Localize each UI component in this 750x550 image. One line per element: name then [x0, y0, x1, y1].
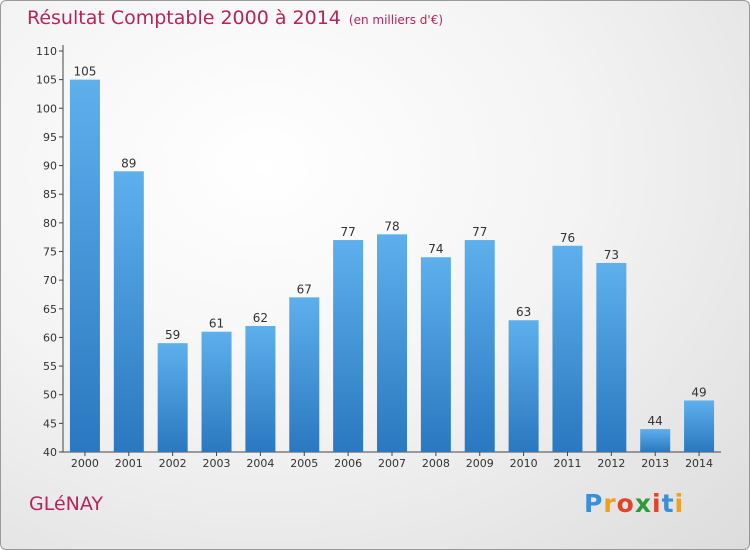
- logo-letter: r: [603, 489, 617, 518]
- y-tick-label: 55: [43, 360, 57, 373]
- x-tick-label-2000: 2000: [71, 457, 99, 470]
- bar-2004: [245, 325, 276, 452]
- x-tick-label-2012: 2012: [597, 457, 625, 470]
- value-label-2001: 89: [121, 156, 136, 170]
- y-tick-label: 60: [43, 331, 57, 344]
- x-tick-label-2009: 2009: [466, 457, 494, 470]
- x-tick-label-2007: 2007: [378, 457, 406, 470]
- logo-letter: o: [616, 489, 635, 518]
- bar-2011: [552, 245, 583, 452]
- x-tick-label-2001: 2001: [115, 457, 143, 470]
- bar-2002: [157, 343, 188, 452]
- x-tick-label-2008: 2008: [422, 457, 450, 470]
- x-tick-label-2010: 2010: [510, 457, 538, 470]
- logo-letter: x: [634, 489, 652, 518]
- x-tick-label-2005: 2005: [290, 457, 318, 470]
- value-label-2007: 78: [384, 219, 399, 233]
- value-label-2011: 76: [560, 231, 575, 245]
- logo-letter: i: [674, 489, 685, 518]
- bar-2010: [508, 320, 539, 452]
- value-label-2010: 63: [516, 305, 531, 319]
- value-label-2006: 77: [340, 225, 355, 239]
- y-tick-label: 65: [43, 303, 57, 316]
- value-label-2005: 67: [297, 282, 312, 296]
- y-tick-label: 110: [36, 45, 57, 58]
- y-tick-label: 70: [43, 274, 57, 287]
- bar-2009: [464, 240, 495, 452]
- bar-2000: [69, 79, 100, 453]
- bar-2008: [420, 257, 451, 452]
- logo-letter: P: [584, 489, 604, 518]
- value-label-2008: 74: [428, 242, 443, 256]
- value-label-2002: 59: [165, 328, 180, 342]
- x-tick-label-2004: 2004: [246, 457, 274, 470]
- logo-letter: i: [652, 489, 662, 518]
- x-tick-label-2002: 2002: [159, 457, 187, 470]
- value-label-2013: 44: [648, 414, 663, 428]
- x-tick-label-2006: 2006: [334, 457, 362, 470]
- x-axis: 2000 2001 2002 2003 2004 2005 2006 2007 2008 2009…: [63, 451, 721, 470]
- y-axis: 40 45 50 55 60 65 70 75 80 85 90 95 100 105 110: [36, 45, 64, 459]
- bar-2001: [113, 171, 144, 453]
- commune-name: GLéNAY: [29, 493, 104, 515]
- value-label-2012: 73: [604, 248, 619, 262]
- logo-letter: t: [661, 489, 675, 518]
- bar-2005: [289, 297, 320, 452]
- chart-unit-text: (en milliers d'€): [348, 13, 444, 27]
- y-tick-label: 100: [36, 102, 57, 115]
- value-label-2000: 105: [73, 65, 96, 79]
- y-tick-label: 45: [43, 417, 57, 430]
- value-label-2014: 49: [691, 385, 706, 399]
- bar-2007: [377, 234, 407, 452]
- chart-title: Résultat Comptable 2000 à 2014 (en millie…: [27, 7, 443, 29]
- y-tick-label: 40: [43, 446, 57, 459]
- y-tick-label: 75: [43, 246, 57, 259]
- x-tick-label-2014: 2014: [685, 457, 713, 470]
- y-tick-label: 85: [43, 188, 57, 201]
- value-label-2009: 77: [472, 225, 487, 239]
- x-tick-label-2013: 2013: [641, 457, 669, 470]
- value-label-2003: 61: [209, 317, 224, 331]
- x-tick-label-2003: 2003: [203, 457, 231, 470]
- chart-title-text: Résultat Comptable 2000 à 2014: [27, 7, 341, 29]
- y-tick-label: 105: [36, 74, 57, 87]
- bar-2006: [333, 240, 364, 452]
- bar-2003: [201, 331, 232, 452]
- value-label-2004: 62: [253, 311, 268, 325]
- y-tick-label: 95: [43, 131, 57, 144]
- bar-2014: [684, 400, 715, 452]
- y-tick-label: 90: [43, 160, 57, 173]
- bar-2012: [596, 262, 627, 452]
- proxiti-logo[interactable]: Proxiti: [584, 489, 684, 518]
- bars: 105 89 59 61 62 67 77 78 74 77 63 76 73 44 49: [69, 65, 715, 453]
- x-tick-label-2011: 2011: [553, 457, 581, 470]
- y-tick-label: 80: [43, 217, 57, 230]
- y-tick-label: 50: [43, 389, 57, 402]
- bar-2013: [640, 429, 671, 452]
